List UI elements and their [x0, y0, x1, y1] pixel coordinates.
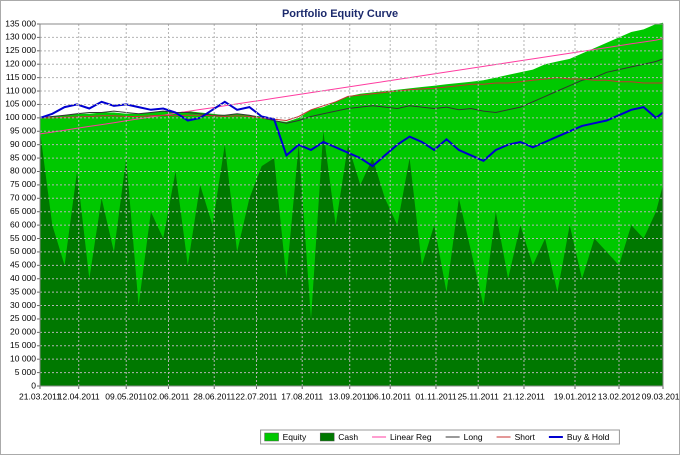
y-tick-label: 45 000	[10, 260, 36, 270]
y-tick-label: 80 000	[10, 166, 36, 176]
y-tick-label: 70 000	[10, 193, 36, 203]
y-tick-label: 60 000	[10, 219, 36, 229]
legend-swatch	[319, 432, 335, 442]
legend-label: Short	[515, 432, 536, 442]
legend-label: Linear Reg	[390, 432, 432, 442]
y-tick-label: 50 000	[10, 246, 36, 256]
y-tick-label: 115 000	[6, 72, 36, 82]
x-tick-label: 09.05.2011	[105, 391, 147, 401]
y-tick-label: 25 000	[10, 313, 36, 323]
y-tick-label: 20 000	[10, 327, 36, 337]
x-tick-label: 09.03.2012	[642, 391, 680, 401]
chart-title: Portfolio Equity Curve	[282, 8, 398, 20]
x-tick-label: 12.04.2011	[58, 391, 100, 401]
x-tick-label: 02.06.2011	[148, 391, 190, 401]
y-tick-label: 120 000	[5, 58, 36, 68]
y-tick-label: 110 000	[6, 85, 36, 95]
x-tick-label: 21.12.2011	[503, 391, 545, 401]
area	[40, 131, 663, 386]
y-tick-label: 10 000	[10, 353, 36, 363]
legend-swatch	[264, 432, 279, 442]
line	[39, 58, 664, 124]
y-tick-label: 35 000	[10, 286, 36, 296]
y-tick-label: 100 000	[5, 112, 36, 122]
y-tick-label: 135 000	[5, 18, 36, 28]
y-tick-label: 130 000	[5, 32, 36, 42]
series-layer	[39, 22, 664, 386]
y-tick-label: 55 000	[10, 233, 36, 243]
y-tick-label: 125 000	[5, 45, 36, 55]
y-tick-label: 95 000	[10, 126, 36, 136]
y-tick-label: 105 000	[5, 99, 36, 109]
y-tick-label: 15 000	[10, 340, 36, 350]
x-tick-label: 22.07.2011	[236, 391, 278, 401]
y-tick-label: 75 000	[10, 179, 36, 189]
x-tick-label: 13.02.2012	[598, 391, 641, 401]
x-tick-label: 19.01.2012	[554, 391, 597, 401]
y-tick-label: 30 000	[10, 300, 36, 310]
y-tick-label: 5 000	[15, 367, 37, 377]
legend: Equity Cash Linear Reg Long Short Buy & Hold	[260, 429, 620, 445]
y-tick-label: 0	[31, 380, 36, 390]
legend-label: Cash	[338, 432, 358, 442]
x-tick-label: 25.11.2011	[458, 391, 500, 401]
legend-label: Equity	[283, 432, 307, 442]
x-tick-label: 21.03.2011	[19, 391, 61, 401]
y-tick-label: 90 000	[10, 139, 36, 149]
legend-box	[260, 429, 620, 445]
plot-border	[39, 23, 664, 387]
line	[39, 100, 664, 168]
legend-label: Long	[464, 432, 483, 442]
line	[40, 77, 663, 122]
y-tick-label: 85 000	[10, 152, 36, 162]
y-tick-label: 40 000	[10, 273, 36, 283]
x-tick-label: 01.11.2011	[415, 391, 457, 401]
y-tick-label: 65 000	[10, 206, 36, 216]
legend-label: Buy & Hold	[567, 432, 610, 442]
x-tick-label: 17.08.2011	[281, 391, 323, 401]
x-tick-label: 28.06.2011	[193, 391, 235, 401]
x-tick-label: 06.10.2011	[369, 391, 411, 401]
x-tick-label: 13.09.2011	[329, 391, 371, 401]
